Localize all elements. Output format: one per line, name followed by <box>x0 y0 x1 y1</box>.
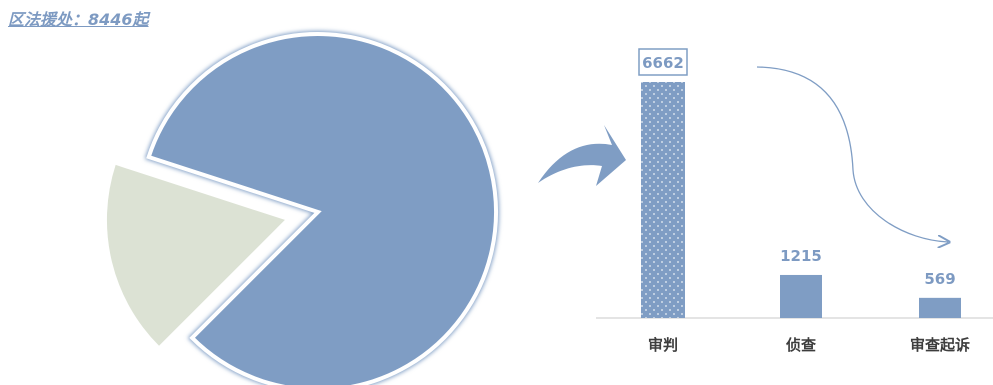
bar-value-label: 6662 <box>642 54 684 72</box>
chart-title: 区法援处：8446起 <box>8 10 149 29</box>
bar-value-label: 569 <box>924 270 955 288</box>
pie-slice-2 <box>106 164 285 346</box>
bar-3 <box>919 297 961 318</box>
bar-value-box <box>638 48 688 76</box>
bar-value-label: 1215 <box>780 247 822 265</box>
category-label: 审判 <box>648 336 678 354</box>
curved-arrow-icon <box>538 125 626 186</box>
pie-slice-1 <box>146 32 498 385</box>
category-label: 侦查 <box>785 336 817 354</box>
bar-1 <box>641 82 685 318</box>
category-label: 审查起诉 <box>910 336 970 354</box>
bar-2 <box>780 274 822 318</box>
trend-arrow-icon <box>756 66 948 242</box>
